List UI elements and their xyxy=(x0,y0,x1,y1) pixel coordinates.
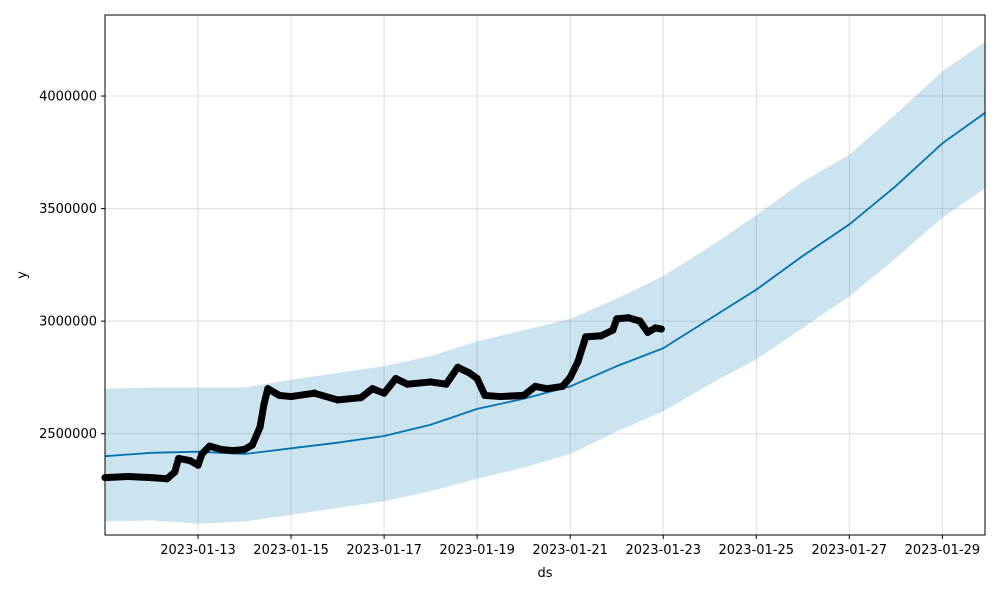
observed-segment xyxy=(287,389,318,401)
observed-segment xyxy=(403,378,435,388)
y-tick-label: 2500000 xyxy=(39,427,97,442)
x-tick-label: 2023-01-23 xyxy=(625,543,701,558)
x-tick-label: 2023-01-27 xyxy=(812,543,888,558)
y-tick-label: 3000000 xyxy=(39,315,97,330)
y-tick-label: 3500000 xyxy=(39,202,97,217)
uncertainty-band xyxy=(105,42,985,524)
plot-area-frame xyxy=(104,14,986,536)
observed-point xyxy=(657,325,665,333)
x-tick-label: 2023-01-29 xyxy=(905,543,981,558)
y-axis-label: y xyxy=(15,271,30,279)
observed-segment xyxy=(101,472,132,482)
x-tick-label: 2023-01-21 xyxy=(532,543,608,558)
forecast-line-path xyxy=(104,112,986,458)
observed-segment xyxy=(574,333,590,366)
x-tick-label: 2023-01-25 xyxy=(718,543,794,558)
grid xyxy=(105,15,985,535)
x-tick-label: 2023-01-19 xyxy=(439,543,515,558)
uncertainty-band-area xyxy=(105,42,985,524)
x-tick-label: 2023-01-17 xyxy=(346,543,422,558)
x-tick-label: 2023-01-15 xyxy=(253,543,329,558)
x-tick-label: 2023-01-13 xyxy=(160,543,236,558)
axis-ticks: 2023-01-13 2023-01-15 2023-01-17 2023-01-19… xyxy=(39,90,980,558)
y-tick-label: 4000000 xyxy=(39,90,97,105)
x-axis-label: ds xyxy=(537,566,552,581)
observed-segment xyxy=(310,389,342,404)
observed-segment xyxy=(256,400,268,431)
forecast-line xyxy=(104,112,986,458)
observed-points xyxy=(101,314,665,483)
observed-segment xyxy=(496,391,528,401)
observed-segment xyxy=(334,394,365,404)
observed-segment xyxy=(124,472,156,482)
